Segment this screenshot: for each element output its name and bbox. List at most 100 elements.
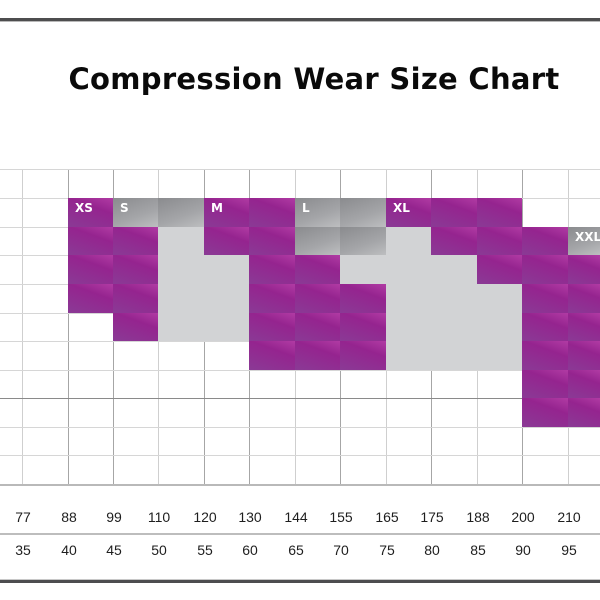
size-cell-xl <box>522 398 568 427</box>
grid-hline <box>0 398 600 399</box>
axis-tick: 45 <box>106 542 122 558</box>
size-label-xl: XL <box>393 201 410 215</box>
axis-tick: 99 <box>106 509 122 525</box>
size-label-l: L <box>302 201 310 215</box>
axis-tick: 55 <box>197 542 213 558</box>
size-cell-l <box>431 284 477 313</box>
size-cell-xl <box>386 198 431 227</box>
axis-tick: 50 <box>151 542 167 558</box>
size-cell-xs <box>113 284 158 313</box>
size-cell-s <box>158 255 204 284</box>
size-cell-xl <box>568 313 600 341</box>
size-cell-xl <box>522 255 568 284</box>
axis-row-1: 77 88 99 110 120 130 144 155 165 175 188 200 210 <box>0 509 600 529</box>
size-cell-xs <box>68 284 113 313</box>
size-cell-m <box>295 255 340 284</box>
size-cell-m <box>295 341 340 370</box>
size-cell-m <box>340 284 386 313</box>
axis-tick: 188 <box>466 509 490 525</box>
size-label-m: M <box>211 201 223 215</box>
size-cell-l <box>477 284 522 313</box>
grid-vline <box>22 169 23 484</box>
size-cell-s <box>204 255 249 284</box>
size-cell-xl <box>522 284 568 313</box>
size-cell-l <box>386 341 431 370</box>
size-cell-xl <box>568 255 600 284</box>
size-cell-xs <box>68 227 113 255</box>
size-cell-l <box>295 198 340 227</box>
axis-tick: 70 <box>333 542 349 558</box>
axis-tick: 165 <box>375 509 399 525</box>
size-cell-m <box>340 313 386 341</box>
size-cell-xl <box>522 370 568 398</box>
size-cell-l <box>431 341 477 370</box>
size-cell-xl <box>522 341 568 370</box>
axis-tick: 77 <box>15 509 31 525</box>
size-cell-m <box>340 341 386 370</box>
size-cell-m <box>249 227 295 255</box>
size-cell-s <box>204 284 249 313</box>
axis-tick: 88 <box>61 509 77 525</box>
axis-tick: 90 <box>515 542 531 558</box>
axis-tick: 80 <box>424 542 440 558</box>
size-cell-xl <box>431 227 477 255</box>
size-cell-xl <box>477 227 522 255</box>
size-cell-s <box>158 313 204 341</box>
size-cell-xl <box>568 284 600 313</box>
size-cell-l <box>340 227 386 255</box>
size-cell-m <box>249 255 295 284</box>
size-cell-l <box>431 255 477 284</box>
size-cell-s <box>158 227 204 255</box>
grid-hline <box>0 427 600 428</box>
size-cell-l <box>340 255 386 284</box>
axis-tick: 210 <box>557 509 581 525</box>
grid-hline <box>0 169 600 170</box>
size-cell-s <box>204 313 249 341</box>
size-cell-xl <box>568 398 600 427</box>
size-cell-l <box>340 198 386 227</box>
size-cell-l <box>386 313 431 341</box>
size-cell-m <box>204 198 249 227</box>
size-cell-l <box>386 255 431 284</box>
grid-hline <box>0 370 600 371</box>
size-cell-m <box>249 313 295 341</box>
size-cell-m <box>249 341 295 370</box>
size-cell-m <box>295 284 340 313</box>
axis-divider <box>0 533 600 535</box>
size-cell-s <box>158 198 204 227</box>
size-cell-xs <box>113 227 158 255</box>
axis-tick: 40 <box>61 542 77 558</box>
axis-tick: 75 <box>379 542 395 558</box>
size-cell-xl <box>477 198 522 227</box>
size-cell-l <box>386 227 431 255</box>
size-cell-xxl <box>568 227 600 255</box>
size-cell-xl <box>522 313 568 341</box>
size-label-s: S <box>120 201 129 215</box>
size-label-xs: XS <box>75 201 93 215</box>
axis-tick: 155 <box>329 509 353 525</box>
grid-hline <box>0 484 600 486</box>
size-cell-xs <box>113 313 158 341</box>
size-cell-xl <box>522 227 568 255</box>
axis-tick: 120 <box>193 509 217 525</box>
size-cell-xs <box>113 255 158 284</box>
size-cell-xl <box>568 341 600 370</box>
axis-tick: 85 <box>470 542 486 558</box>
axis-tick: 35 <box>15 542 31 558</box>
axis-tick: 95 <box>561 542 577 558</box>
size-cell-xl <box>431 198 477 227</box>
bottom-rule <box>0 580 600 583</box>
size-cell-xs <box>68 198 113 227</box>
axis-row-2: 35 40 45 50 55 60 65 70 75 80 85 90 95 <box>0 542 600 562</box>
axis-tick: 200 <box>511 509 535 525</box>
size-cell-xl <box>477 255 522 284</box>
axis-tick: 65 <box>288 542 304 558</box>
grid-hline <box>0 455 600 456</box>
size-cell-l <box>386 284 431 313</box>
size-label-xxl: XXL <box>575 230 600 244</box>
size-cell-l <box>431 313 477 341</box>
size-cell-s <box>113 198 158 227</box>
size-cell-l <box>295 227 340 255</box>
size-cell-m <box>204 227 249 255</box>
